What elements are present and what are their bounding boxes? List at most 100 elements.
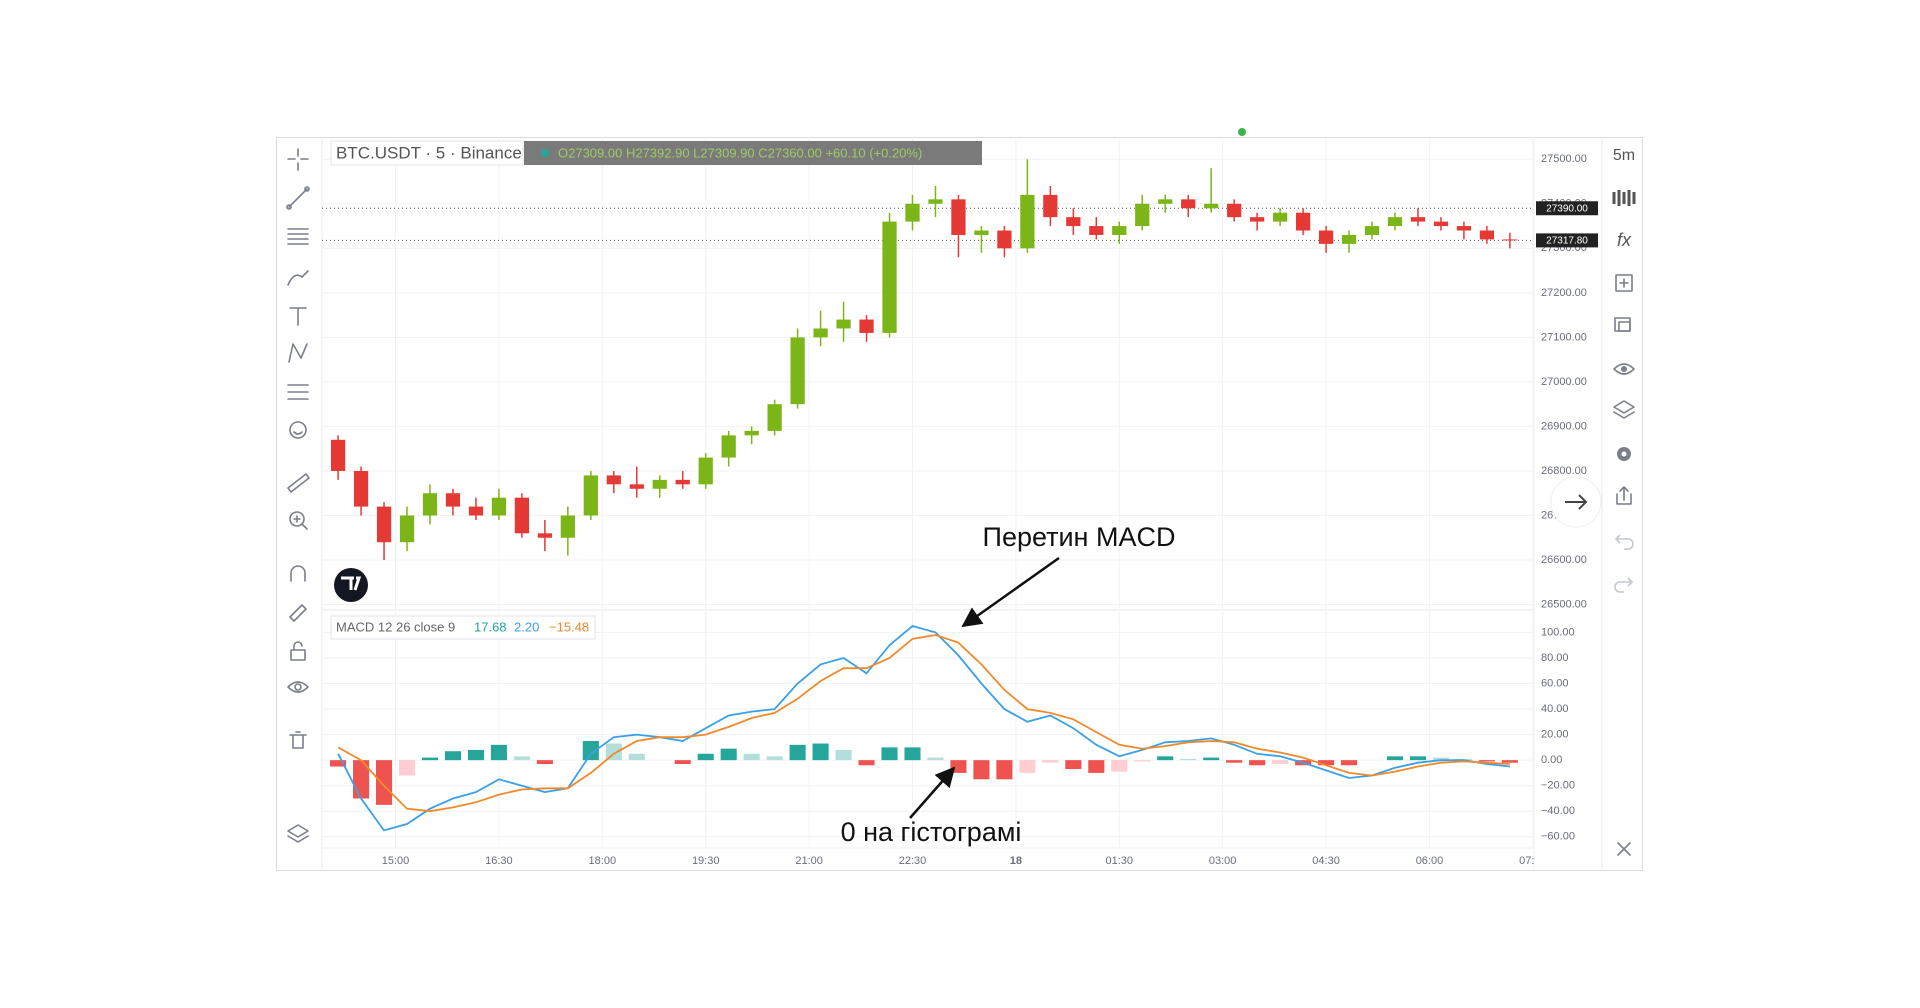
histogram-bar xyxy=(582,740,599,761)
annotations: Перетин MACD 0 на гістограмі xyxy=(841,522,1176,847)
time-labels: 15:00 16:30 18:00 19:30 21:00 22:30 18 01:30 03:… xyxy=(382,855,1534,867)
candle-body xyxy=(537,533,552,538)
candle-body xyxy=(1181,199,1196,209)
candle-body xyxy=(813,328,828,338)
visibility-tool[interactable] xyxy=(287,681,309,693)
prediction-tool[interactable] xyxy=(287,384,309,400)
y-tick-label: −20.00 xyxy=(1541,780,1575,792)
histogram-bar xyxy=(628,753,645,761)
undo-button[interactable] xyxy=(1614,534,1634,550)
right-toolbar: 5m fx xyxy=(1612,147,1636,856)
share-button[interactable] xyxy=(1616,486,1632,505)
candle-body xyxy=(445,493,461,507)
candle-body xyxy=(491,497,507,516)
price-tag xyxy=(1536,233,1598,248)
y-tick-label: 26800.00 xyxy=(1541,465,1587,477)
candle-body xyxy=(1502,239,1517,241)
histogram-bar xyxy=(1386,756,1404,761)
candle-body xyxy=(1433,221,1449,227)
chart-type-button[interactable] xyxy=(1612,190,1636,206)
text-tool[interactable] xyxy=(289,307,307,326)
candle-body xyxy=(767,404,782,431)
y-tick-label: −60.00 xyxy=(1541,831,1575,843)
candle-body xyxy=(629,484,644,489)
candle-body xyxy=(1456,226,1472,231)
fib-tool[interactable] xyxy=(287,228,309,245)
y-tick-label: −40.00 xyxy=(1541,805,1575,817)
x-tick-label: 19:30 xyxy=(692,855,720,867)
histogram-bar xyxy=(812,743,829,761)
candle-body xyxy=(468,506,484,516)
histogram-bar xyxy=(835,749,852,761)
candle-body xyxy=(1112,226,1127,235)
histogram-bar xyxy=(375,760,393,805)
candle-body xyxy=(1089,226,1104,235)
histogram-bar xyxy=(1409,756,1427,761)
layers-button[interactable] xyxy=(1613,400,1635,419)
histogram-bar xyxy=(1180,758,1197,761)
y-tick-label: 80.00 xyxy=(1541,652,1569,664)
y-tick-label: 26600.00 xyxy=(1541,554,1587,566)
settings-button[interactable] xyxy=(1617,447,1631,461)
candle-body xyxy=(882,221,897,333)
candle-body xyxy=(675,479,690,485)
candle-body xyxy=(353,470,369,507)
status-dot xyxy=(541,149,549,157)
price-tag-label: 27317.80 xyxy=(1546,236,1588,247)
scroll-to-realtime-button[interactable] xyxy=(1550,476,1602,528)
x-tick-label: 22:30 xyxy=(899,855,927,867)
y-tick-label: 26900.00 xyxy=(1541,420,1587,432)
histogram-bar xyxy=(536,760,553,764)
lock-drawing-tool[interactable] xyxy=(289,604,307,622)
trendline-tool[interactable] xyxy=(286,186,310,210)
layout-button[interactable] xyxy=(1615,274,1633,292)
lock-tool[interactable] xyxy=(290,641,306,661)
symbol-box xyxy=(330,140,524,166)
macd-legend-value: 17.68 xyxy=(474,619,507,634)
annotation-arrow xyxy=(909,766,956,819)
measure-tool[interactable] xyxy=(287,473,310,493)
close-button[interactable] xyxy=(1617,842,1631,856)
object-tree-tool[interactable] xyxy=(287,824,309,843)
x-tick-label: 18 xyxy=(1010,855,1022,867)
compare-button[interactable] xyxy=(1614,317,1631,332)
candle-body xyxy=(1066,217,1081,227)
histogram-bar xyxy=(1203,757,1220,761)
brush-tool[interactable] xyxy=(287,270,309,286)
interval-button[interactable]: 5m xyxy=(1613,147,1635,164)
histogram-bar xyxy=(881,747,898,761)
redo-button[interactable] xyxy=(1614,577,1634,593)
eye-button[interactable] xyxy=(1613,363,1635,375)
x-tick-label: 03:00 xyxy=(1209,855,1237,867)
histogram-bar xyxy=(973,760,990,780)
macd-legend-value: 2.20 xyxy=(514,619,539,634)
indicators-button[interactable]: fx xyxy=(1617,230,1632,250)
macd-legend-value: −15.48 xyxy=(549,619,589,634)
candle-body xyxy=(1043,194,1058,218)
candle-body xyxy=(1250,217,1265,222)
magnet-tool[interactable] xyxy=(290,565,306,582)
icon-tool[interactable] xyxy=(289,421,307,439)
y-tick-label: 27100.00 xyxy=(1541,331,1587,343)
crosshair-tool[interactable] xyxy=(287,148,309,171)
histogram-bar xyxy=(720,748,737,761)
zoom-tool[interactable] xyxy=(289,511,308,530)
macd-line xyxy=(337,634,1510,813)
histogram-bar xyxy=(330,760,347,767)
histogram-bar xyxy=(444,751,462,761)
candle-body xyxy=(1318,230,1334,244)
axis-labels: 26500.0026600.0026700.0026800.0026900.00… xyxy=(1536,153,1598,843)
candle-body xyxy=(1135,203,1150,227)
logo xyxy=(334,568,368,602)
ohlc-values: O27309.00 H27392.90 L27309.90 C27360.00 … xyxy=(558,145,922,160)
y-tick-label: 27500.00 xyxy=(1541,153,1587,165)
histogram-bar xyxy=(1340,760,1358,766)
histogram-bar xyxy=(1478,760,1495,762)
delete-tool[interactable] xyxy=(289,731,307,749)
candle-body xyxy=(606,475,621,485)
pattern-tool[interactable] xyxy=(288,343,308,363)
annotation-arrow xyxy=(961,556,1060,628)
y-tick-label: 40.00 xyxy=(1541,703,1569,715)
x-tick-label: 21:00 xyxy=(795,855,823,867)
